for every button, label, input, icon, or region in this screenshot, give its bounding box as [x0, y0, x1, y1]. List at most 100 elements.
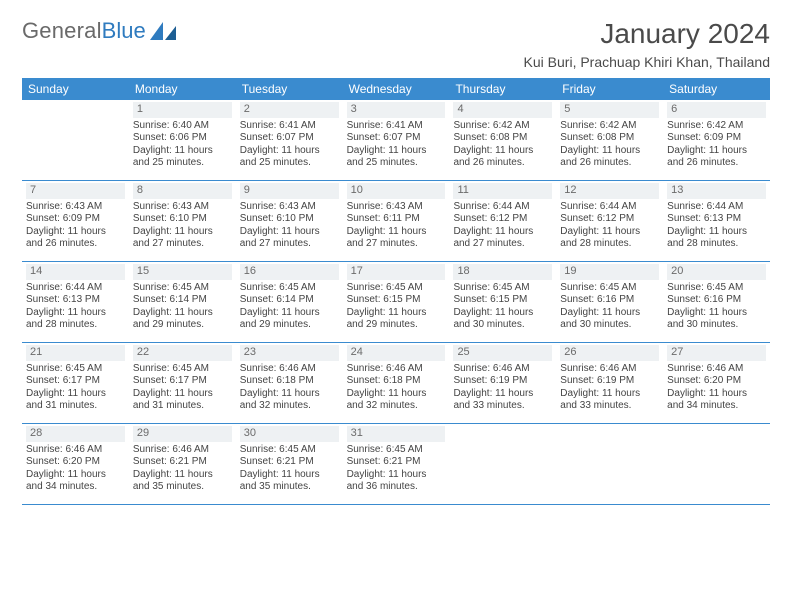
- weekday-header: Friday: [556, 78, 663, 100]
- sunset-text: Sunset: 6:21 PM: [240, 456, 339, 469]
- day-number: 13: [667, 183, 766, 199]
- daylight1-text: Daylight: 11 hours: [560, 226, 659, 239]
- daylight2-text: and 26 minutes.: [560, 157, 659, 170]
- day-number: 8: [133, 183, 232, 199]
- sunset-text: Sunset: 6:15 PM: [347, 294, 446, 307]
- day-cell: 27Sunrise: 6:46 AMSunset: 6:20 PMDayligh…: [663, 343, 770, 423]
- weekday-header: Sunday: [22, 78, 129, 100]
- sunrise-text: Sunrise: 6:45 AM: [133, 282, 232, 295]
- daylight1-text: Daylight: 11 hours: [667, 388, 766, 401]
- day-number: 16: [240, 264, 339, 280]
- daylight1-text: Daylight: 11 hours: [453, 307, 552, 320]
- day-cell: 8Sunrise: 6:43 AMSunset: 6:10 PMDaylight…: [129, 181, 236, 261]
- daylight2-text: and 32 minutes.: [240, 400, 339, 413]
- sunset-text: Sunset: 6:18 PM: [240, 375, 339, 388]
- day-number: 17: [347, 264, 446, 280]
- weekday-header: Wednesday: [343, 78, 450, 100]
- sunrise-text: Sunrise: 6:43 AM: [26, 201, 125, 214]
- sunrise-text: Sunrise: 6:45 AM: [133, 363, 232, 376]
- day-number: 4: [453, 102, 552, 118]
- day-number: 30: [240, 426, 339, 442]
- sunrise-text: Sunrise: 6:42 AM: [453, 120, 552, 133]
- calendar: Sunday Monday Tuesday Wednesday Thursday…: [22, 78, 770, 505]
- daylight2-text: and 28 minutes.: [560, 238, 659, 251]
- sunset-text: Sunset: 6:08 PM: [560, 132, 659, 145]
- day-number: 10: [347, 183, 446, 199]
- sunset-text: Sunset: 6:13 PM: [26, 294, 125, 307]
- week-row: 21Sunrise: 6:45 AMSunset: 6:17 PMDayligh…: [22, 343, 770, 424]
- day-number: 31: [347, 426, 446, 442]
- week-row: 14Sunrise: 6:44 AMSunset: 6:13 PMDayligh…: [22, 262, 770, 343]
- daylight2-text: and 31 minutes.: [133, 400, 232, 413]
- day-cell: 3Sunrise: 6:41 AMSunset: 6:07 PMDaylight…: [343, 100, 450, 180]
- sunrise-text: Sunrise: 6:42 AM: [560, 120, 659, 133]
- sunset-text: Sunset: 6:07 PM: [240, 132, 339, 145]
- sunset-text: Sunset: 6:21 PM: [347, 456, 446, 469]
- daylight2-text: and 35 minutes.: [133, 481, 232, 494]
- sunrise-text: Sunrise: 6:44 AM: [667, 201, 766, 214]
- day-cell: 30Sunrise: 6:45 AMSunset: 6:21 PMDayligh…: [236, 424, 343, 504]
- sunset-text: Sunset: 6:19 PM: [560, 375, 659, 388]
- sunset-text: Sunset: 6:17 PM: [133, 375, 232, 388]
- day-cell: 16Sunrise: 6:45 AMSunset: 6:14 PMDayligh…: [236, 262, 343, 342]
- day-number: 28: [26, 426, 125, 442]
- daylight2-text: and 26 minutes.: [26, 238, 125, 251]
- day-number: 26: [560, 345, 659, 361]
- sunset-text: Sunset: 6:20 PM: [26, 456, 125, 469]
- daylight1-text: Daylight: 11 hours: [133, 388, 232, 401]
- daylight2-text: and 35 minutes.: [240, 481, 339, 494]
- sunset-text: Sunset: 6:06 PM: [133, 132, 232, 145]
- logo-text-2: Blue: [102, 18, 146, 44]
- day-cell: 18Sunrise: 6:45 AMSunset: 6:15 PMDayligh…: [449, 262, 556, 342]
- daylight1-text: Daylight: 11 hours: [560, 307, 659, 320]
- day-cell: [22, 100, 129, 180]
- sunset-text: Sunset: 6:15 PM: [453, 294, 552, 307]
- day-number: 20: [667, 264, 766, 280]
- daylight1-text: Daylight: 11 hours: [347, 226, 446, 239]
- day-cell: 6Sunrise: 6:42 AMSunset: 6:09 PMDaylight…: [663, 100, 770, 180]
- daylight2-text: and 25 minutes.: [347, 157, 446, 170]
- day-cell: 17Sunrise: 6:45 AMSunset: 6:15 PMDayligh…: [343, 262, 450, 342]
- daylight2-text: and 27 minutes.: [347, 238, 446, 251]
- day-cell: [663, 424, 770, 504]
- daylight1-text: Daylight: 11 hours: [347, 307, 446, 320]
- day-cell: 9Sunrise: 6:43 AMSunset: 6:10 PMDaylight…: [236, 181, 343, 261]
- day-cell: [556, 424, 663, 504]
- daylight2-text: and 34 minutes.: [667, 400, 766, 413]
- daylight1-text: Daylight: 11 hours: [453, 145, 552, 158]
- daylight1-text: Daylight: 11 hours: [26, 388, 125, 401]
- daylight1-text: Daylight: 11 hours: [240, 145, 339, 158]
- daylight2-text: and 26 minutes.: [453, 157, 552, 170]
- sunset-text: Sunset: 6:10 PM: [240, 213, 339, 226]
- sunrise-text: Sunrise: 6:45 AM: [347, 444, 446, 457]
- weekday-header: Monday: [129, 78, 236, 100]
- sunset-text: Sunset: 6:16 PM: [667, 294, 766, 307]
- daylight1-text: Daylight: 11 hours: [667, 145, 766, 158]
- daylight2-text: and 30 minutes.: [453, 319, 552, 332]
- day-number: 15: [133, 264, 232, 280]
- daylight1-text: Daylight: 11 hours: [240, 226, 339, 239]
- sunset-text: Sunset: 6:21 PM: [133, 456, 232, 469]
- day-cell: 11Sunrise: 6:44 AMSunset: 6:12 PMDayligh…: [449, 181, 556, 261]
- daylight1-text: Daylight: 11 hours: [347, 388, 446, 401]
- daylight1-text: Daylight: 11 hours: [240, 307, 339, 320]
- day-cell: 15Sunrise: 6:45 AMSunset: 6:14 PMDayligh…: [129, 262, 236, 342]
- daylight1-text: Daylight: 11 hours: [667, 226, 766, 239]
- sunset-text: Sunset: 6:10 PM: [133, 213, 232, 226]
- daylight2-text: and 29 minutes.: [240, 319, 339, 332]
- sunrise-text: Sunrise: 6:46 AM: [667, 363, 766, 376]
- day-number: 5: [560, 102, 659, 118]
- sunset-text: Sunset: 6:13 PM: [667, 213, 766, 226]
- sunrise-text: Sunrise: 6:42 AM: [667, 120, 766, 133]
- day-cell: 22Sunrise: 6:45 AMSunset: 6:17 PMDayligh…: [129, 343, 236, 423]
- daylight1-text: Daylight: 11 hours: [560, 145, 659, 158]
- sail-icon: [150, 22, 176, 40]
- sunrise-text: Sunrise: 6:41 AM: [347, 120, 446, 133]
- sunrise-text: Sunrise: 6:46 AM: [560, 363, 659, 376]
- sunrise-text: Sunrise: 6:45 AM: [667, 282, 766, 295]
- day-number: 21: [26, 345, 125, 361]
- daylight1-text: Daylight: 11 hours: [133, 145, 232, 158]
- daylight2-text: and 27 minutes.: [133, 238, 232, 251]
- day-number: 9: [240, 183, 339, 199]
- day-cell: 12Sunrise: 6:44 AMSunset: 6:12 PMDayligh…: [556, 181, 663, 261]
